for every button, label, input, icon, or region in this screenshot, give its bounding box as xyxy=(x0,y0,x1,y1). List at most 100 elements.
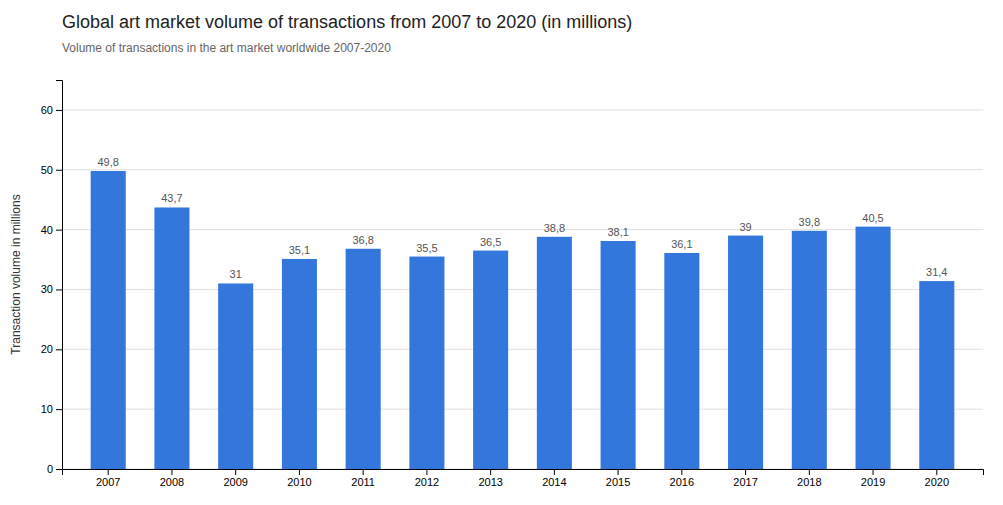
data-label: 36,1 xyxy=(671,238,692,250)
x-tick: 2020 xyxy=(925,469,949,488)
y-tick: 30 xyxy=(41,283,62,295)
grid-line xyxy=(62,229,983,230)
x-tick-label: 2016 xyxy=(670,476,694,488)
x-tick-mark xyxy=(745,469,746,475)
x-tick: 2014 xyxy=(542,469,566,488)
y-tick-mark xyxy=(56,469,62,470)
data-label: 43,7 xyxy=(161,192,182,204)
y-axis-title: Transaction volume in millions xyxy=(9,194,23,354)
plot: 49,8 43,7 31 35,1 36,8 35,5 36,5 38,8 38,1 36,1 39… xyxy=(9,81,984,488)
title: Global art market volume of transactions… xyxy=(62,12,632,32)
x-tick: 2018 xyxy=(797,469,821,488)
data-label: 35,5 xyxy=(416,242,437,254)
bar xyxy=(409,257,444,469)
x-tick: 2019 xyxy=(861,469,885,488)
x-tick: 2007 xyxy=(96,469,120,488)
x-tick-label: 2020 xyxy=(925,476,949,488)
y-tick-mark xyxy=(56,170,62,171)
y-axis: 0 10 20 30 40 50 60 xyxy=(41,81,63,476)
x-tick-mark xyxy=(490,469,491,475)
x-tick-mark xyxy=(108,469,109,475)
x-tick: 2008 xyxy=(160,469,184,488)
x-tick: 2011 xyxy=(351,469,375,488)
x-tick-mark xyxy=(936,469,937,475)
y-tick-label: 20 xyxy=(41,343,53,355)
x-tick-mark xyxy=(618,469,619,475)
y-tick: 40 xyxy=(41,224,62,236)
y-tick: 50 xyxy=(41,164,62,176)
x-tick-mark xyxy=(299,469,300,475)
bar xyxy=(792,231,827,469)
grid-line xyxy=(62,169,983,170)
x-tick-label: 2011 xyxy=(351,476,375,488)
chart: Global art market volume of transactions… xyxy=(0,0,1003,505)
x-tick: 2010 xyxy=(287,469,311,488)
x-axis: 2007 2008 2009 2010 2011 2012 2013 2014 2015 2016… xyxy=(63,469,984,488)
grid xyxy=(62,110,983,469)
y-tick-label: 30 xyxy=(41,283,53,295)
data-label: 49,8 xyxy=(97,156,118,168)
y-tick-mark xyxy=(56,110,62,111)
data-label: 36,5 xyxy=(480,236,501,248)
x-tick-mark xyxy=(809,469,810,475)
y-tick-mark xyxy=(56,409,62,410)
x-tick-label: 2010 xyxy=(287,476,311,488)
data-label: 35,1 xyxy=(289,244,310,256)
bar xyxy=(919,281,954,469)
bar xyxy=(664,253,699,469)
data-label: 39,8 xyxy=(799,216,820,228)
x-tick-mark xyxy=(873,469,874,475)
x-tick-label: 2007 xyxy=(96,476,120,488)
x-tick: 2015 xyxy=(606,469,630,488)
y-tick-mark xyxy=(56,349,62,350)
data-label: 40,5 xyxy=(862,212,883,224)
grid-line xyxy=(62,409,983,410)
x-tick-mark xyxy=(554,469,555,475)
y-tick: 60 xyxy=(41,104,62,116)
y-tick-label: 50 xyxy=(41,164,53,176)
bars xyxy=(91,171,955,469)
x-tick: 2012 xyxy=(415,469,439,488)
x-tick-mark xyxy=(681,469,682,475)
bar xyxy=(728,236,763,469)
y-tick-mark xyxy=(56,230,62,231)
x-tick: 2009 xyxy=(223,469,247,488)
y-tick: 10 xyxy=(41,403,62,415)
x-tick-mark xyxy=(426,469,427,475)
bar xyxy=(346,249,381,469)
bar xyxy=(218,283,253,469)
y-tick: 20 xyxy=(41,343,62,355)
y-tick-mark xyxy=(56,289,62,290)
y-axis-line xyxy=(56,81,63,470)
x-axis-line xyxy=(63,470,984,476)
grid-line xyxy=(62,289,983,290)
data-label: 38,8 xyxy=(544,222,565,234)
bar xyxy=(91,171,126,469)
x-tick-label: 2013 xyxy=(478,476,502,488)
data-label: 31,4 xyxy=(926,266,947,278)
y-tick-label: 10 xyxy=(41,403,53,415)
bar xyxy=(154,207,189,469)
x-tick-label: 2015 xyxy=(606,476,630,488)
data-labels: 49,8 43,7 31 35,1 36,8 35,5 36,5 38,8 38,1 36,1 39… xyxy=(97,156,947,281)
x-tick: 2013 xyxy=(478,469,502,488)
data-label: 36,8 xyxy=(352,234,373,246)
grid-line xyxy=(62,349,983,350)
bar xyxy=(856,227,891,469)
bar xyxy=(537,237,572,469)
subtitle: Volume of transactions in the art market… xyxy=(62,41,391,55)
x-tick-label: 2018 xyxy=(797,476,821,488)
y-tick-label: 60 xyxy=(41,104,53,116)
data-label: 38,1 xyxy=(607,226,628,238)
bar xyxy=(282,259,317,469)
y-tick: 0 xyxy=(47,463,62,475)
y-tick-label: 40 xyxy=(41,224,53,236)
x-tick: 2016 xyxy=(670,469,694,488)
bar xyxy=(473,251,508,469)
x-tick-label: 2019 xyxy=(861,476,885,488)
x-tick-label: 2009 xyxy=(223,476,247,488)
x-tick-mark xyxy=(235,469,236,475)
x-tick-mark xyxy=(363,469,364,475)
data-label: 39 xyxy=(739,221,751,233)
data-label: 31 xyxy=(230,268,242,280)
